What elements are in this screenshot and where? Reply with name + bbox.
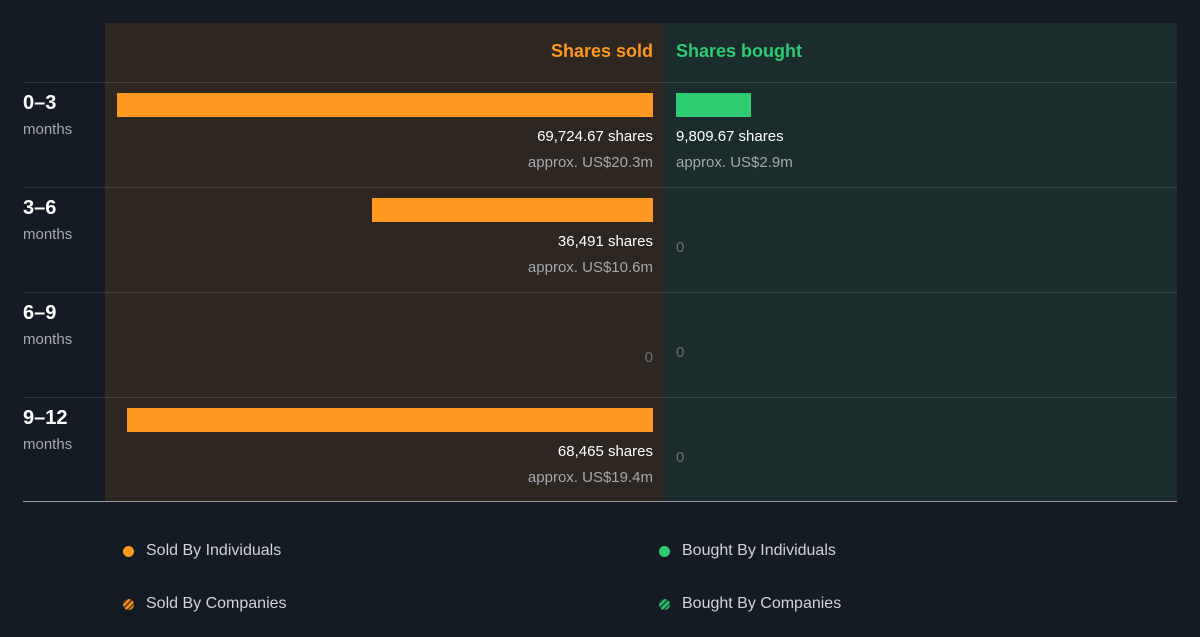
period-range: 0–3: [23, 92, 57, 114]
period-unit: months: [23, 436, 73, 453]
shares-bought-header: Shares bought: [676, 41, 803, 61]
striped-green-dot-icon: [659, 598, 670, 610]
sold-zero-label: 0: [644, 349, 653, 366]
row-divider: [23, 397, 1177, 398]
period-label: 9–12 months: [23, 406, 72, 454]
bought-zero-label: 0: [676, 344, 685, 361]
green-dot-icon: [659, 545, 670, 557]
period-unit: months: [23, 121, 73, 138]
row-divider: [23, 82, 1177, 83]
sold-shares-label: 69,724.67 shares: [537, 128, 653, 145]
period-unit: months: [23, 226, 73, 243]
row-divider: [23, 187, 1177, 188]
legend-label: Bought By Individuals: [682, 542, 836, 559]
legend-sold-by-individuals[interactable]: Sold By Individuals: [123, 541, 281, 561]
legend-label: Sold By Individuals: [146, 542, 282, 559]
period-range: 3–6: [23, 197, 57, 219]
period-label: 3–6 months: [23, 196, 72, 244]
chart-baseline: [23, 501, 1177, 502]
sold-bar: [127, 408, 653, 432]
bought-bar: [676, 93, 751, 117]
sold-bar: [117, 93, 653, 117]
bought-zero-label: 0: [676, 449, 685, 466]
bought-zero-label: 0: [676, 239, 685, 256]
shares-sold-header: Shares sold: [550, 41, 653, 61]
period-range: 6–9: [23, 302, 57, 324]
legend-bought-by-companies[interactable]: Bought By Companies: [659, 594, 841, 614]
legend-sold-by-companies[interactable]: Sold By Companies: [123, 594, 287, 614]
bought-value-label: approx. US$2.9m: [676, 154, 793, 171]
legend-bought-by-individuals[interactable]: Bought By Individuals: [659, 541, 836, 561]
striped-orange-dot-icon: [123, 598, 134, 610]
row-divider: [23, 292, 1177, 293]
bought-shares-label: 9,809.67 shares: [676, 128, 784, 145]
sold-value-label: approx. US$19.4m: [527, 469, 653, 486]
period-label: 6–9 months: [23, 301, 72, 349]
period-range: 9–12: [23, 407, 68, 429]
sold-value-label: approx. US$20.3m: [527, 154, 653, 171]
sold-shares-label: 36,491 shares: [557, 233, 653, 250]
sold-bar: [372, 198, 653, 222]
sold-shares-label: 68,465 shares: [557, 443, 653, 460]
orange-dot-icon: [123, 545, 134, 557]
legend-label: Bought By Companies: [682, 595, 842, 612]
period-unit: months: [23, 331, 73, 348]
legend-label: Sold By Companies: [146, 595, 287, 612]
sold-value-label: approx. US$10.6m: [527, 259, 653, 276]
period-label: 0–3 months: [23, 91, 72, 139]
